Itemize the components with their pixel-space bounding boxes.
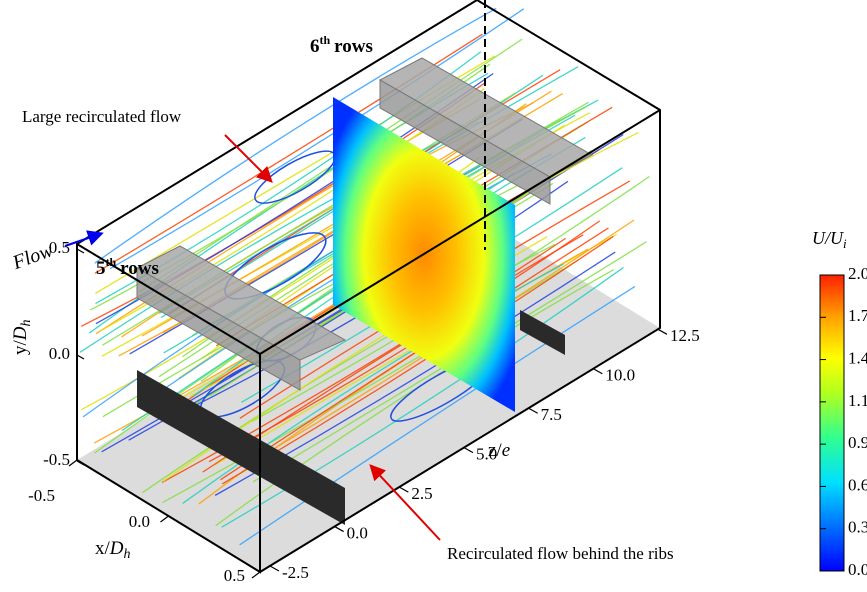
tick (270, 566, 279, 571)
tick (529, 408, 538, 413)
annotation: Recirculated flow behind the ribs (447, 544, 674, 563)
title-variable: U (812, 228, 826, 248)
tick (658, 329, 667, 334)
row-superscript: th (106, 255, 117, 269)
y-axis-label: y/Dh (10, 319, 34, 355)
colorbar-tick-label: 1.4 (848, 348, 867, 367)
tick (69, 460, 77, 466)
y-tick-label: -0.5 (43, 450, 70, 469)
tick (161, 516, 169, 522)
colorbar-tick-label: 0.6 (848, 475, 867, 494)
colorbar-tick-label: 1.1 (848, 391, 867, 410)
z-tick-label: 0.0 (347, 523, 368, 542)
label-variable: D (109, 538, 124, 559)
z-axis-label: z/e (488, 440, 510, 461)
x-tick-label: 0.5 (224, 566, 245, 585)
label-subscript: h (19, 319, 34, 326)
z-tick-label: -2.5 (282, 563, 309, 582)
colorbar (820, 275, 844, 571)
row-number: 6 (310, 36, 320, 57)
figure: Large recirculated flow Recirculated flo… (0, 0, 867, 592)
x-axis-label: x/Dh (95, 538, 131, 562)
z-tick-label: 10.0 (605, 366, 635, 385)
title-subscript: i (843, 236, 847, 251)
tick (335, 527, 344, 532)
x-tick-label: 0.0 (129, 512, 150, 531)
row-number: 5 (96, 258, 106, 279)
label-prefix: y/ (10, 340, 31, 356)
row-text: rows (120, 258, 159, 279)
colorbar-tick-label: 0.0 (848, 560, 867, 579)
colorbar-tick-label: 0.9 (848, 433, 867, 452)
z-tick-label: 7.5 (541, 405, 562, 424)
colorbar-tick-label: 0.3 (848, 518, 867, 537)
arrow (225, 135, 270, 180)
y-tick-label: 0.5 (49, 238, 70, 257)
colorbar-tick-label: 2.0 (848, 264, 867, 283)
tick (399, 487, 408, 492)
x-tick-label: -0.5 (28, 486, 55, 505)
annotation: Large recirculated flow (22, 107, 182, 126)
label-variable: D (10, 326, 31, 341)
title-variable: U (830, 228, 844, 248)
colorbar-title: U/Ui (812, 228, 847, 251)
tick (77, 355, 84, 359)
tick (593, 369, 602, 374)
arrow (65, 234, 100, 246)
z-tick-label: 12.5 (670, 326, 700, 345)
label-subscript: h (124, 547, 131, 562)
tick (77, 249, 84, 253)
row-text: rows (334, 36, 373, 57)
z-tick-label: 2.5 (411, 484, 432, 503)
label-variable: e (502, 440, 510, 461)
tick (252, 572, 260, 578)
label-prefix: z/ (488, 440, 502, 461)
row-superscript: th (320, 33, 331, 47)
y-tick-label: 0.0 (49, 344, 70, 363)
colorbar-tick-label: 1.7 (848, 306, 867, 325)
tick (464, 448, 473, 453)
label-prefix: x/ (95, 538, 111, 559)
